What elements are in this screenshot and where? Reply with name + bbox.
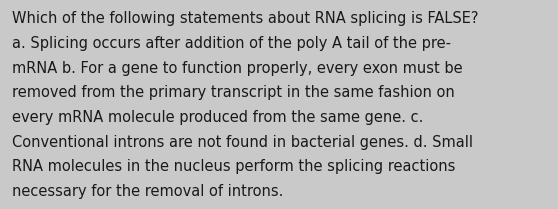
Text: Which of the following statements about RNA splicing is FALSE?: Which of the following statements about … — [12, 11, 479, 27]
Text: mRNA b. For a gene to function properly, every exon must be: mRNA b. For a gene to function properly,… — [12, 61, 463, 76]
Text: RNA molecules in the nucleus perform the splicing reactions: RNA molecules in the nucleus perform the… — [12, 159, 456, 175]
Text: Conventional introns are not found in bacterial genes. d. Small: Conventional introns are not found in ba… — [12, 135, 473, 150]
Text: every mRNA molecule produced from the same gene. c.: every mRNA molecule produced from the sa… — [12, 110, 424, 125]
Text: a. Splicing occurs after addition of the poly A tail of the pre-: a. Splicing occurs after addition of the… — [12, 36, 451, 51]
Text: removed from the primary transcript in the same fashion on: removed from the primary transcript in t… — [12, 85, 455, 101]
Text: necessary for the removal of introns.: necessary for the removal of introns. — [12, 184, 283, 199]
